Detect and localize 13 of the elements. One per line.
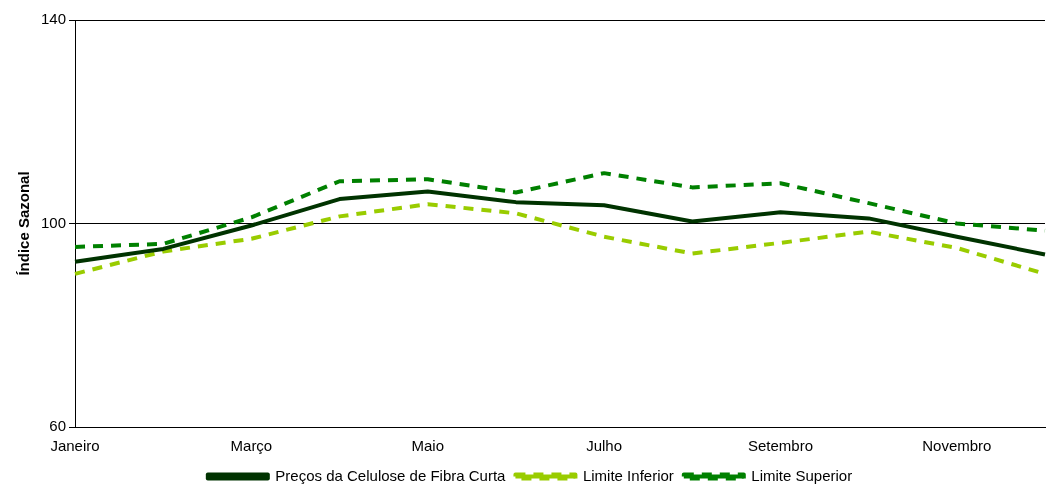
legend-label: Limite Inferior <box>582 466 674 484</box>
x-tick-label: Novembro <box>922 437 992 455</box>
y-tick-label: 100 <box>41 213 67 231</box>
legend-label: Limite Superior <box>751 466 853 484</box>
x-tick-label: Julho <box>586 437 623 455</box>
legend-label: Preços da Celulose de Fibra Curta <box>275 466 507 484</box>
y-axis-title: Índice Sazonal <box>15 171 33 276</box>
x-tick-label: Março <box>230 437 273 455</box>
x-tick-label: Maio <box>411 437 444 455</box>
x-tick-label: Janeiro <box>50 437 100 455</box>
x-tick-label: Setembro <box>747 437 813 455</box>
y-tick-label: 60 <box>49 417 67 435</box>
y-tick-label: 140 <box>41 10 67 28</box>
